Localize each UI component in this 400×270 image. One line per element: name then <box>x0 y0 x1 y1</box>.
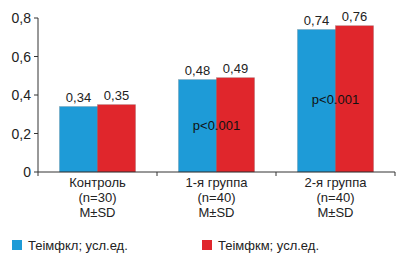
x-tick-label: 1-я группа(n=40)M±SD <box>186 175 249 220</box>
y-tick <box>34 172 38 173</box>
legend-label: Теiмфкм; усл.ед. <box>218 238 319 253</box>
data-label: 0,74 <box>304 13 329 28</box>
x-tick-label: Контроль(n=30)M±SD <box>69 175 126 220</box>
label-line: (n=40) <box>198 190 236 205</box>
bar <box>98 105 136 172</box>
x-divider <box>157 172 158 176</box>
label-line: M±SD <box>198 205 234 220</box>
data-label: 0,76 <box>342 9 367 24</box>
x-divider <box>395 172 396 176</box>
y-tick <box>34 56 38 57</box>
chart: 0,34 0,48 0,74 0,35 0,49 0,76 p<0.001 p<0.001 0 0… <box>0 0 400 270</box>
y-tick <box>34 18 38 19</box>
annotation: p<0.001 <box>193 118 240 133</box>
label-line: 1-я группа <box>186 175 249 190</box>
x-tick-label: 2-я группа(n=40)M±SD <box>305 175 368 220</box>
data-label: 0,48 <box>185 63 210 78</box>
label-line: Контроль <box>69 175 126 190</box>
legend-swatch <box>12 240 22 250</box>
label-line: (n=30) <box>79 190 117 205</box>
y-tick-label: 0 <box>23 164 31 180</box>
y-tick-label: 0,8 <box>12 10 32 26</box>
y-tick-label: 0,4 <box>12 87 32 103</box>
data-label: 0,34 <box>66 90 91 105</box>
label-line: M±SD <box>79 205 115 220</box>
label-line: 2-я группа <box>305 175 368 190</box>
legend-swatch <box>202 240 212 250</box>
data-label: 0,35 <box>104 88 129 103</box>
label-line: (n=40) <box>317 190 355 205</box>
label-line: M±SD <box>317 205 353 220</box>
y-tick <box>34 133 38 134</box>
y-tick <box>34 95 38 96</box>
annotation: p<0.001 <box>312 92 359 107</box>
x-axis <box>38 172 395 173</box>
x-divider <box>276 172 277 176</box>
bar <box>60 107 98 172</box>
y-tick-label: 0,2 <box>12 126 32 142</box>
data-label: 0,49 <box>223 61 248 76</box>
legend-label: Теiмфкл; усл.ед. <box>28 238 128 253</box>
x-divider <box>38 172 39 176</box>
y-tick-label: 0,6 <box>12 49 32 65</box>
